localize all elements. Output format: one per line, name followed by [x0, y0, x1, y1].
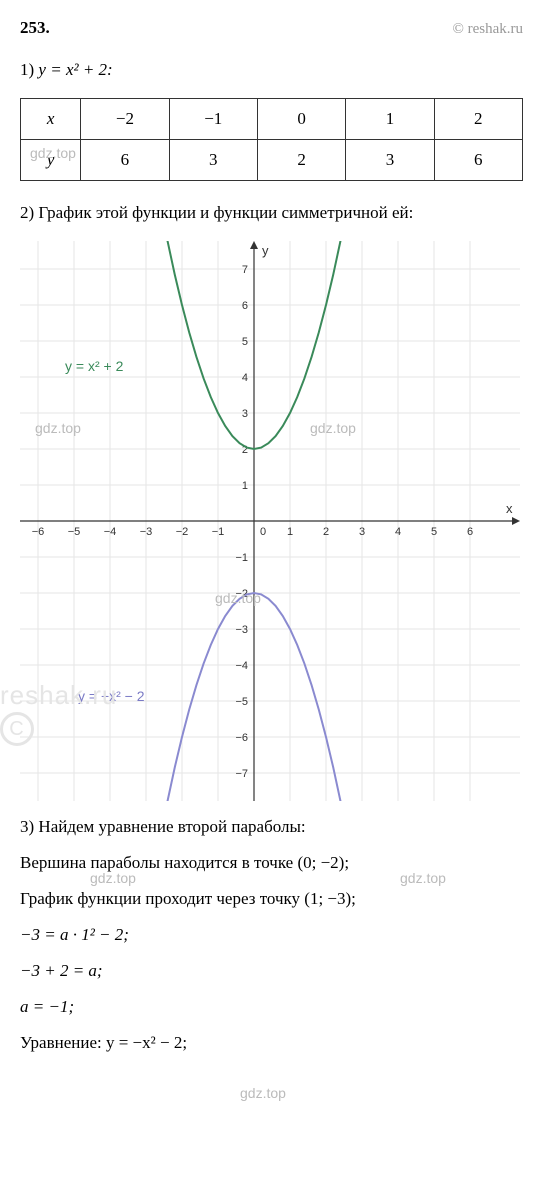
part3-eq1: −3 = a · 1² − 2;	[20, 925, 523, 945]
table-cell: 2	[434, 99, 522, 140]
svg-text:−2: −2	[176, 526, 189, 538]
svg-text:0: 0	[260, 526, 266, 538]
part3-final: Уравнение: y = −x² − 2;	[20, 1033, 523, 1053]
value-table: x −2 −1 0 1 2 y 6 3 2 3 6	[20, 98, 523, 181]
svg-text:−4: −4	[235, 660, 248, 672]
part3-line1: Вершина параболы находится в точке (0; −…	[20, 853, 523, 873]
svg-text:−3: −3	[235, 624, 248, 636]
watermark-large: reshak.ru C	[0, 680, 117, 746]
svg-text:3: 3	[359, 526, 365, 538]
part3-intro: 3) Найдем уравнение второй параболы:	[20, 817, 523, 837]
problem-number: 253.	[20, 18, 50, 38]
watermark: gdz.top	[240, 1085, 286, 1101]
table-row: y 6 3 2 3 6	[21, 140, 523, 181]
svg-text:−4: −4	[104, 526, 117, 538]
row-header: y	[21, 140, 81, 181]
table-cell: 0	[257, 99, 345, 140]
svg-text:4: 4	[395, 526, 401, 538]
svg-text:−6: −6	[32, 526, 45, 538]
table-cell: −2	[81, 99, 169, 140]
svg-text:−5: −5	[235, 696, 248, 708]
svg-text:y = x² + 2: y = x² + 2	[65, 358, 124, 374]
svg-text:5: 5	[431, 526, 437, 538]
svg-text:6: 6	[242, 300, 248, 312]
part1-label: 1)	[20, 60, 38, 79]
svg-text:1: 1	[242, 480, 248, 492]
svg-text:5: 5	[242, 336, 248, 348]
table-cell: 2	[257, 140, 345, 181]
svg-text:−7: −7	[235, 768, 248, 780]
svg-text:6: 6	[467, 526, 473, 538]
part2-label: 2) График этой функции и функции симметр…	[20, 203, 523, 223]
table-cell: 6	[81, 140, 169, 181]
row-header: x	[21, 99, 81, 140]
svg-text:−1: −1	[212, 526, 225, 538]
svg-text:3: 3	[242, 408, 248, 420]
svg-text:7: 7	[242, 264, 248, 276]
svg-text:−6: −6	[235, 732, 248, 744]
part3-eq3: a = −1;	[20, 997, 523, 1017]
copyright-text: © reshak.ru	[452, 21, 523, 38]
part1-equation: y = x² + 2:	[38, 60, 112, 79]
svg-text:−1: −1	[235, 552, 248, 564]
table-cell: 1	[346, 99, 434, 140]
svg-text:1: 1	[287, 526, 293, 538]
svg-text:y: y	[262, 243, 269, 258]
table-cell: 3	[169, 140, 257, 181]
svg-text:2: 2	[323, 526, 329, 538]
svg-text:x: x	[506, 501, 513, 516]
table-cell: −1	[169, 99, 257, 140]
part3-line2: График функции проходит через точку (1; …	[20, 889, 523, 909]
part3-eq2: −3 + 2 = a;	[20, 961, 523, 981]
svg-text:−5: −5	[68, 526, 81, 538]
svg-text:−3: −3	[140, 526, 153, 538]
svg-text:4: 4	[242, 372, 248, 384]
table-row: x −2 −1 0 1 2	[21, 99, 523, 140]
table-cell: 3	[346, 140, 434, 181]
table-cell: 6	[434, 140, 522, 181]
